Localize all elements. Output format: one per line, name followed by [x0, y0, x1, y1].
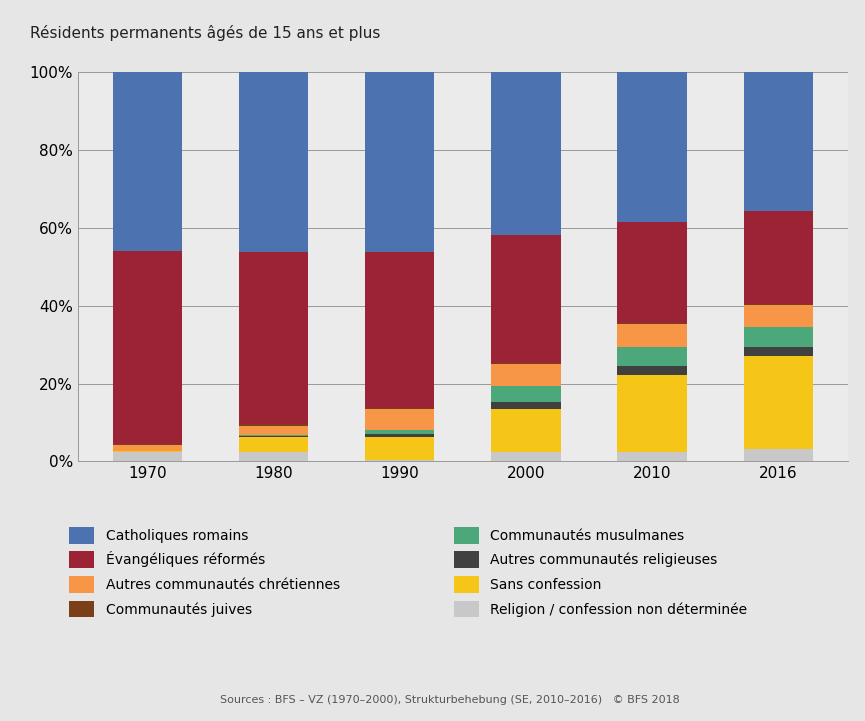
Bar	[744, 304, 813, 305]
Bar	[239, 435, 308, 436]
Bar	[112, 445, 182, 451]
Bar	[239, 436, 308, 437]
Bar	[744, 72, 813, 211]
Bar	[491, 452, 561, 461]
Bar	[365, 409, 434, 430]
Bar	[365, 72, 434, 252]
Bar	[239, 252, 308, 425]
Bar	[618, 222, 687, 323]
Bar	[744, 327, 813, 347]
Bar	[618, 366, 687, 375]
Bar	[112, 452, 182, 461]
Bar	[112, 72, 182, 251]
Bar	[112, 451, 182, 452]
Bar	[365, 407, 434, 409]
Text: Résidents permanents âgés de 15 ans et plus: Résidents permanents âgés de 15 ans et p…	[30, 25, 381, 41]
Bar	[618, 375, 687, 453]
Bar	[239, 425, 308, 435]
Bar	[365, 430, 434, 434]
Bar	[744, 356, 813, 449]
Bar	[365, 434, 434, 438]
Bar	[491, 402, 561, 410]
Bar	[744, 211, 813, 304]
Bar	[491, 364, 561, 386]
Bar	[744, 347, 813, 356]
Bar	[239, 72, 308, 252]
Bar	[618, 323, 687, 324]
Bar	[365, 438, 434, 460]
Bar	[491, 72, 561, 235]
Bar	[491, 363, 561, 364]
Bar	[365, 460, 434, 461]
Bar	[112, 443, 182, 445]
Bar	[744, 305, 813, 327]
Bar	[239, 437, 308, 451]
Text: Sources : BFS – VZ (1970–2000), Strukturbehebung (SE, 2010–2016)   © BFS 2018: Sources : BFS – VZ (1970–2000), Struktur…	[220, 695, 680, 705]
Bar	[491, 410, 561, 452]
Bar	[618, 453, 687, 461]
Bar	[744, 449, 813, 461]
Bar	[618, 72, 687, 222]
Bar	[618, 324, 687, 347]
Bar	[491, 386, 561, 402]
Bar	[365, 252, 434, 407]
Bar	[239, 451, 308, 461]
Bar	[618, 347, 687, 366]
Bar	[491, 235, 561, 363]
Legend: Communautés musulmanes, Autres communautés religieuses, Sans confession, Religio: Communautés musulmanes, Autres communaut…	[454, 527, 747, 617]
Bar	[112, 251, 182, 443]
